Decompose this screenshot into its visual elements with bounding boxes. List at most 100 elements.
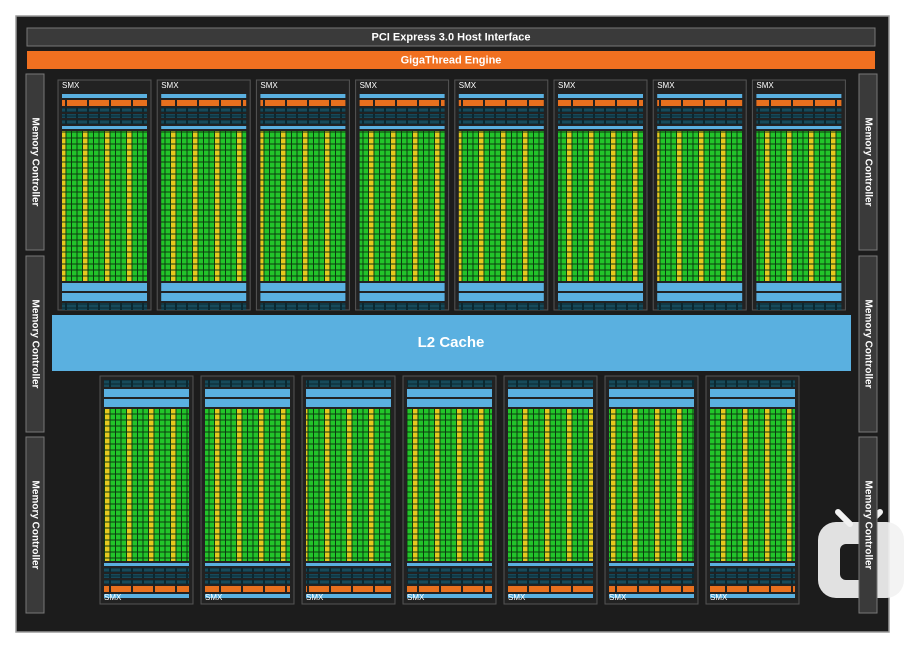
smx-teal [260, 120, 346, 124]
smx-orange [558, 100, 643, 106]
smx-orange [161, 100, 247, 106]
smx-teal [205, 574, 290, 578]
smx-teal [458, 108, 544, 112]
engine-label: GigaThread Engine [401, 54, 502, 66]
smx-orange [458, 100, 544, 106]
smx-blue [407, 594, 492, 598]
smx-teal [359, 120, 445, 124]
smx-teal [205, 380, 290, 387]
smx-label: SMX [260, 81, 278, 90]
smx-teal [710, 380, 795, 387]
smx-orange [657, 100, 743, 106]
smx-label: SMX [104, 593, 122, 602]
smx-teal [407, 568, 492, 572]
smx-blue [306, 389, 391, 397]
smx-orange [756, 100, 842, 106]
smx-label: SMX [205, 593, 223, 602]
smx-blue [609, 389, 694, 397]
smx-blue [609, 563, 694, 566]
smx-teal [104, 580, 189, 584]
smx-blue [205, 399, 290, 407]
host-interface-label: PCI Express 3.0 Host Interface [372, 31, 531, 43]
smx-teal [161, 120, 247, 124]
smx-cores [558, 131, 643, 281]
smx-cores [609, 409, 694, 561]
smx-teal [161, 303, 247, 310]
smx: SMX [503, 375, 598, 605]
smx-teal [609, 574, 694, 578]
smx-blue [558, 283, 643, 291]
smx-teal [306, 574, 391, 578]
smx-teal [161, 108, 247, 112]
smx-blue [609, 399, 694, 407]
smx-blue [104, 594, 189, 598]
smx-blue [260, 126, 346, 129]
smx-blue [710, 399, 795, 407]
smx-blue [508, 594, 593, 598]
smx-blue [205, 563, 290, 566]
smx-blue [657, 126, 743, 129]
smx-blue [458, 94, 544, 98]
smx-blue [458, 293, 544, 301]
smx-teal [710, 574, 795, 578]
smx-blue [657, 293, 743, 301]
smx: SMX [751, 79, 846, 311]
smx-teal [306, 568, 391, 572]
smx-teal [407, 380, 492, 387]
smx-teal [359, 114, 445, 118]
host-interface-bar [26, 27, 876, 47]
smx-teal [609, 568, 694, 572]
smx-cores [104, 409, 189, 561]
smx-orange [359, 100, 445, 106]
smx-blue [306, 594, 391, 598]
smx-blue [558, 126, 643, 129]
smx-blue [756, 94, 842, 98]
smx-teal [407, 574, 492, 578]
l2-cache-label: L2 Cache [418, 334, 485, 351]
smx-teal [104, 574, 189, 578]
smx: SMX [99, 375, 194, 605]
smx: SMX [454, 79, 549, 311]
smx-blue [161, 283, 247, 291]
smx-teal [62, 108, 147, 112]
smx-teal [62, 120, 147, 124]
smx-blue [260, 94, 346, 98]
smx-orange [62, 100, 147, 106]
smx-teal [508, 580, 593, 584]
smx: SMX [255, 79, 350, 311]
smx-teal [62, 114, 147, 118]
smx-blue [104, 389, 189, 397]
smx-teal [359, 303, 445, 310]
smx-blue [161, 293, 247, 301]
smx-orange [407, 586, 492, 592]
smx-blue [205, 594, 290, 598]
smx-teal [260, 114, 346, 118]
smx-blue [260, 283, 346, 291]
smx-teal [260, 108, 346, 112]
smx-label: SMX [62, 81, 80, 90]
memory-controller-label: Memory Controller [29, 118, 40, 207]
smx-teal [609, 380, 694, 387]
smx: SMX [705, 375, 800, 605]
smx-teal [306, 380, 391, 387]
smx-teal [657, 120, 743, 124]
smx-blue [306, 399, 391, 407]
smx-blue [657, 283, 743, 291]
smx-orange [609, 586, 694, 592]
smx-teal [657, 114, 743, 118]
smx: SMX [301, 375, 396, 605]
smx-blue [508, 389, 593, 397]
engine-bar [27, 51, 875, 69]
smx-cores [756, 131, 842, 281]
smx: SMX [553, 79, 648, 311]
smx: SMX [402, 375, 497, 605]
smx-orange [104, 586, 189, 592]
smx-blue [458, 283, 544, 291]
smx-blue [407, 399, 492, 407]
smx-cores [306, 409, 391, 561]
smx-cores [458, 131, 544, 281]
smx-blue [657, 94, 743, 98]
smx: SMX [57, 79, 152, 311]
smx-blue [104, 399, 189, 407]
smx-blue [508, 399, 593, 407]
